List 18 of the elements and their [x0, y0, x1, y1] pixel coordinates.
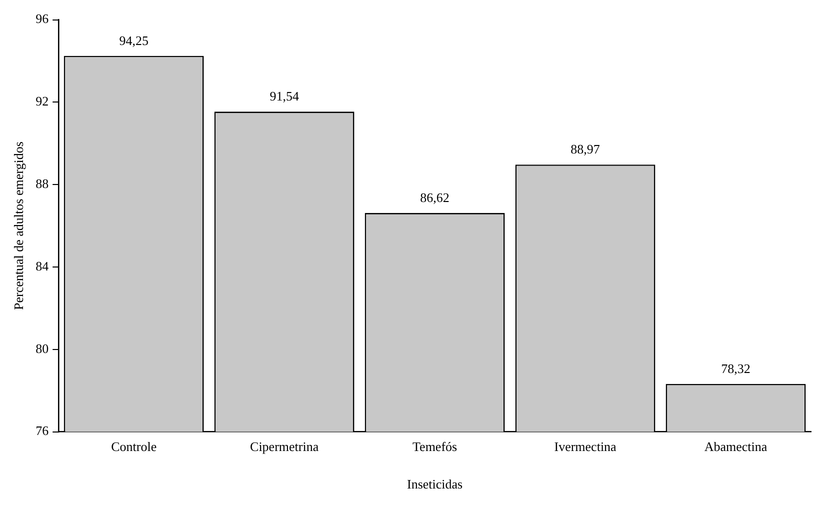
- data-label: 78,32: [721, 360, 750, 376]
- y-tick-label: 84: [36, 258, 50, 274]
- y-axis-title: Percentual de adultos emergidos: [11, 142, 26, 310]
- y-tick-label: 92: [36, 94, 49, 109]
- data-label: 86,62: [420, 190, 450, 205]
- data-label: 88,97: [570, 142, 600, 157]
- y-tick-label: 88: [36, 176, 49, 192]
- x-tick-label: Temefós: [412, 439, 458, 454]
- x-tick-label: Ivermectina: [554, 439, 617, 454]
- y-tick-label: 80: [36, 340, 49, 356]
- x-tick-label: Abamectina: [704, 439, 768, 454]
- data-label: 94,25: [119, 32, 148, 48]
- data-label: 91,54: [270, 88, 300, 104]
- x-axis-title: Inseticidas: [407, 476, 463, 492]
- x-tick-label: Controle: [111, 439, 157, 454]
- x-tick-label: Cipermetrina: [250, 439, 319, 454]
- y-tick-label: 76: [36, 423, 50, 438]
- y-tick-label: 96: [36, 11, 50, 26]
